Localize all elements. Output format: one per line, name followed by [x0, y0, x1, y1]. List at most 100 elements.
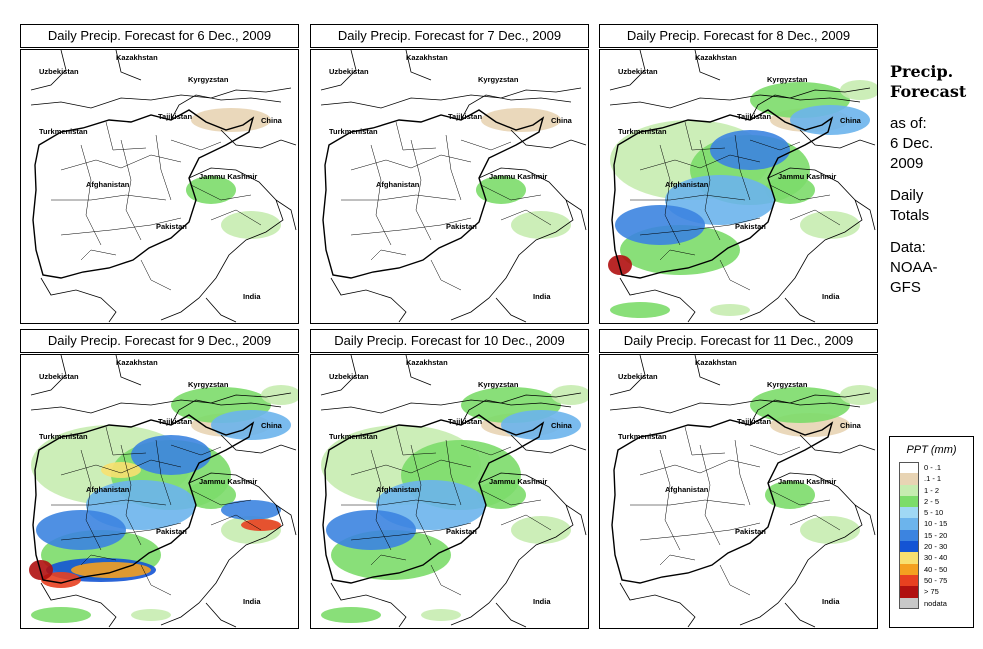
legend-label: 0 - .1: [924, 463, 942, 472]
country-border: [320, 355, 357, 396]
map-label-afghanistan: Afghanistan: [86, 485, 130, 494]
province-border: [170, 444, 222, 456]
country-border: [115, 50, 142, 81]
country-border: [854, 199, 876, 231]
legend-item: 2 - 5: [899, 495, 973, 508]
afghanistan-border: [611, 109, 834, 279]
precip-area: [615, 205, 705, 245]
country-border: [170, 94, 282, 121]
legend-swatch: [899, 462, 919, 474]
precip-area: [800, 516, 860, 544]
precip-area: [610, 302, 670, 318]
map-label-india: India: [822, 597, 840, 606]
province-border: [350, 154, 472, 171]
forecast-info: Precip. Forecast as of: 6 Dec. 2009 Dail…: [890, 62, 983, 298]
precip-map: Kazakhstan Uzbekistan Kyrgyzstan Tajikistan…: [20, 49, 299, 324]
country-border: [460, 399, 572, 426]
panel-title: Daily Precip. Forecast for 10 Dec., 2009: [310, 329, 589, 353]
province-border: [155, 439, 172, 506]
map-canvas: [30, 50, 297, 323]
map-label-china: China: [551, 116, 572, 125]
country-border: [275, 504, 297, 536]
province-border: [395, 121, 437, 151]
province-border: [659, 144, 681, 246]
map-label-turkmenistan: Turkmenistan: [618, 127, 667, 136]
province-border: [430, 259, 462, 291]
country-border: [749, 94, 861, 121]
country-border: [405, 355, 432, 386]
map-label-india: India: [822, 292, 840, 301]
map-label-pakistan: Pakistan: [735, 527, 766, 536]
map-label-china: China: [551, 421, 572, 430]
map-label-turkmenistan: Turkmenistan: [39, 432, 88, 441]
country-border: [30, 355, 67, 396]
province-border: [155, 134, 172, 201]
map-label-afghanistan: Afghanistan: [665, 485, 709, 494]
province-border: [60, 217, 182, 236]
country-border: [405, 50, 432, 81]
info-title-line1: Precip.: [890, 62, 954, 81]
forecast-panel-dec-8: Daily Precip. Forecast for 8 Dec., 2009 …: [599, 24, 878, 324]
legend-item: 10 - 15: [899, 518, 973, 530]
precip-map: Kazakhstan Uzbekistan Kyrgyzstan Tajikistan…: [20, 354, 299, 629]
legend-label: 10 - 15: [924, 519, 948, 529]
data-source-line1: NOAA-: [890, 259, 938, 276]
precip-map: Kazakhstan Uzbekistan Kyrgyzstan Tajikistan…: [599, 49, 878, 324]
asof-year: 2009: [890, 155, 924, 172]
afghanistan-border: [611, 414, 834, 584]
country-border: [739, 472, 863, 626]
province-border: [639, 522, 761, 541]
map-label-uzbekistan: Uzbekistan: [329, 372, 369, 381]
province-border: [80, 144, 102, 246]
country-border: [510, 129, 587, 149]
legend-label: 1 - 2: [924, 485, 940, 495]
forecast-panel-dec-7: Daily Precip. Forecast for 7 Dec., 2009 …: [310, 24, 589, 324]
province-border: [140, 564, 172, 596]
province-border: [120, 444, 142, 546]
map-canvas: [320, 50, 587, 323]
data-source-label: Data:: [890, 239, 926, 256]
map-label-uzbekistan: Uzbekistan: [39, 67, 79, 76]
country-border: [320, 87, 582, 109]
province-border: [500, 514, 552, 531]
country-border: [739, 167, 863, 321]
map-label-tajikistan: Tajikistan: [737, 112, 772, 121]
legend-item: 50 - 75: [899, 574, 973, 587]
map-label-kazakhstan: Kazakhstan: [406, 53, 448, 62]
province-border: [749, 444, 801, 456]
forecast-panel-dec-6: Daily Precip. Forecast for 6 Dec., 2009 …: [20, 24, 299, 324]
legend-label: 50 - 75: [924, 575, 948, 585]
province-border: [410, 139, 432, 241]
province-border: [60, 522, 182, 541]
map-label-kyrgyzstan: Kyrgyzstan: [478, 380, 519, 389]
legend-swatch: [899, 484, 919, 496]
precip-map: Kazakhstan Uzbekistan Kyrgyzstan Tajikistan…: [599, 354, 878, 629]
province-border: [445, 439, 462, 506]
country-border: [160, 167, 284, 321]
map-label-afghanistan: Afghanistan: [376, 180, 420, 189]
precip-area: [36, 510, 126, 550]
province-border: [684, 426, 726, 456]
map-label-india: India: [533, 597, 551, 606]
legend-swatch: [899, 507, 919, 519]
map-label-china: China: [840, 421, 861, 430]
panel-title: Daily Precip. Forecast for 8 Dec., 2009: [599, 24, 878, 48]
legend-item: 0 - .1: [899, 462, 973, 474]
asof-date: 6 Dec.: [890, 135, 934, 152]
province-border: [639, 459, 761, 476]
map-label-pakistan: Pakistan: [446, 222, 477, 231]
legend-swatch: [899, 552, 919, 564]
forecast-panel-dec-9: Daily Precip. Forecast for 9 Dec., 2009 …: [20, 329, 299, 629]
province-border: [80, 249, 117, 261]
province-border: [480, 184, 542, 201]
province-border: [749, 139, 801, 151]
country-border: [565, 504, 587, 536]
precip-area: [765, 481, 815, 509]
country-border: [619, 277, 696, 323]
province-border: [105, 121, 147, 151]
map-label-kyrgyzstan: Kyrgyzstan: [188, 75, 229, 84]
province-border: [699, 139, 721, 241]
map-label-pakistan: Pakistan: [156, 222, 187, 231]
country-border: [320, 50, 357, 91]
map-label-india: India: [533, 292, 551, 301]
